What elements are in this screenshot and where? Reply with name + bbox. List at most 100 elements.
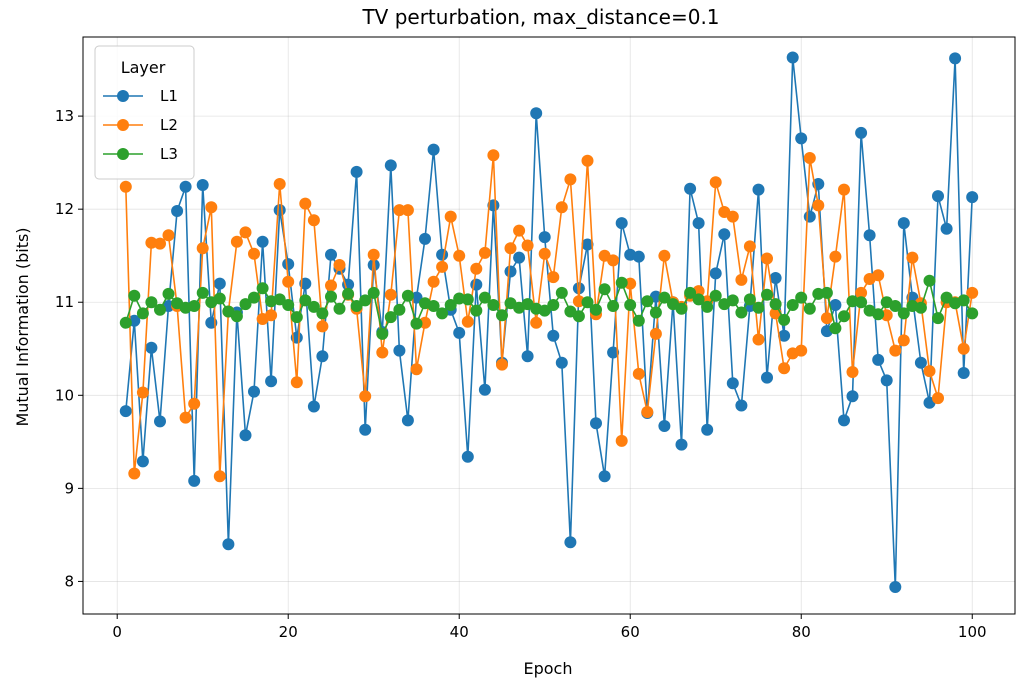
data-point: [820, 312, 833, 325]
x-axis-label: Epoch: [524, 659, 573, 678]
data-point: [427, 300, 440, 312]
data-point: [282, 258, 295, 271]
data-point: [658, 249, 671, 262]
data-point: [692, 217, 705, 230]
data-point: [547, 299, 560, 311]
data-point: [248, 291, 260, 304]
data-point: [658, 291, 671, 304]
data-point: [461, 293, 474, 306]
data-point: [838, 310, 850, 323]
data-point: [273, 204, 286, 217]
data-point: [205, 201, 218, 214]
data-point: [914, 356, 927, 369]
data-point: [538, 231, 551, 244]
data-point: [196, 242, 209, 255]
data-point: [316, 307, 329, 320]
data-point: [273, 293, 286, 306]
data-point: [897, 307, 910, 320]
data-point: [401, 204, 414, 217]
data-point: [932, 392, 944, 405]
data-point: [726, 210, 739, 223]
data-point: [196, 286, 209, 299]
series-lines: [119, 51, 979, 593]
data-point: [427, 143, 440, 156]
data-point: [145, 341, 158, 354]
data-point: [889, 300, 902, 312]
data-point: [803, 302, 816, 315]
data-point: [307, 214, 320, 227]
data-point: [350, 300, 363, 312]
data-point: [547, 329, 560, 342]
data-point: [521, 350, 534, 363]
data-point: [803, 152, 816, 164]
data-point: [795, 132, 808, 145]
data-point: [213, 277, 226, 290]
y-tick-label: 11: [55, 293, 74, 311]
legend-label: L3: [160, 145, 178, 163]
data-point: [444, 299, 457, 311]
data-point: [273, 178, 286, 190]
data-point: [675, 302, 688, 315]
data-point: [709, 267, 722, 280]
data-point: [496, 358, 508, 371]
data-point: [598, 470, 611, 483]
data-point: [436, 307, 449, 320]
data-point: [436, 260, 449, 273]
legend-label: L2: [160, 116, 178, 134]
y-tick-label: 9: [64, 479, 74, 497]
data-point: [786, 51, 799, 64]
data-point: [872, 308, 885, 321]
data-point: [769, 298, 782, 311]
data-point: [889, 344, 902, 357]
data-point: [649, 306, 662, 319]
data-point: [590, 303, 602, 316]
data-point: [615, 276, 628, 289]
data-point: [282, 275, 295, 288]
data-point: [581, 238, 594, 251]
data-point: [213, 292, 226, 305]
y-tick-label: 12: [55, 200, 74, 218]
legend-label: L1: [160, 87, 178, 105]
data-point: [282, 299, 295, 311]
data-point: [248, 385, 260, 398]
data-point: [786, 299, 799, 311]
data-point: [333, 259, 346, 271]
data-point: [855, 126, 868, 139]
data-point: [230, 310, 243, 323]
data-point: [949, 52, 962, 65]
data-point: [752, 183, 765, 196]
data-point: [136, 386, 149, 399]
data-point: [487, 149, 500, 162]
data-point: [307, 400, 320, 413]
data-point: [136, 307, 149, 320]
y-tick-label: 8: [64, 572, 74, 590]
data-point: [906, 291, 919, 304]
data-point: [419, 232, 431, 245]
data-point: [359, 423, 372, 436]
data-point: [564, 536, 577, 549]
data-point: [607, 346, 620, 359]
data-point: [188, 397, 201, 410]
data-point: [897, 334, 910, 347]
data-point: [427, 275, 440, 288]
data-point: [154, 415, 166, 428]
data-point: [384, 159, 397, 172]
data-point: [761, 371, 773, 384]
data-point: [752, 301, 765, 314]
data-point: [761, 288, 773, 301]
data-point: [162, 229, 175, 242]
data-point: [778, 313, 791, 326]
data-point: [855, 296, 868, 309]
data-point: [632, 367, 645, 380]
data-point: [230, 235, 243, 248]
x-tick-label: 100: [958, 623, 987, 641]
data-point: [128, 467, 141, 480]
data-point: [684, 286, 697, 299]
data-point: [478, 246, 491, 259]
legend-item-l3: L3: [103, 145, 178, 163]
data-point: [136, 455, 149, 468]
data-point: [778, 329, 791, 342]
data-point: [393, 303, 406, 316]
data-point: [145, 296, 158, 309]
